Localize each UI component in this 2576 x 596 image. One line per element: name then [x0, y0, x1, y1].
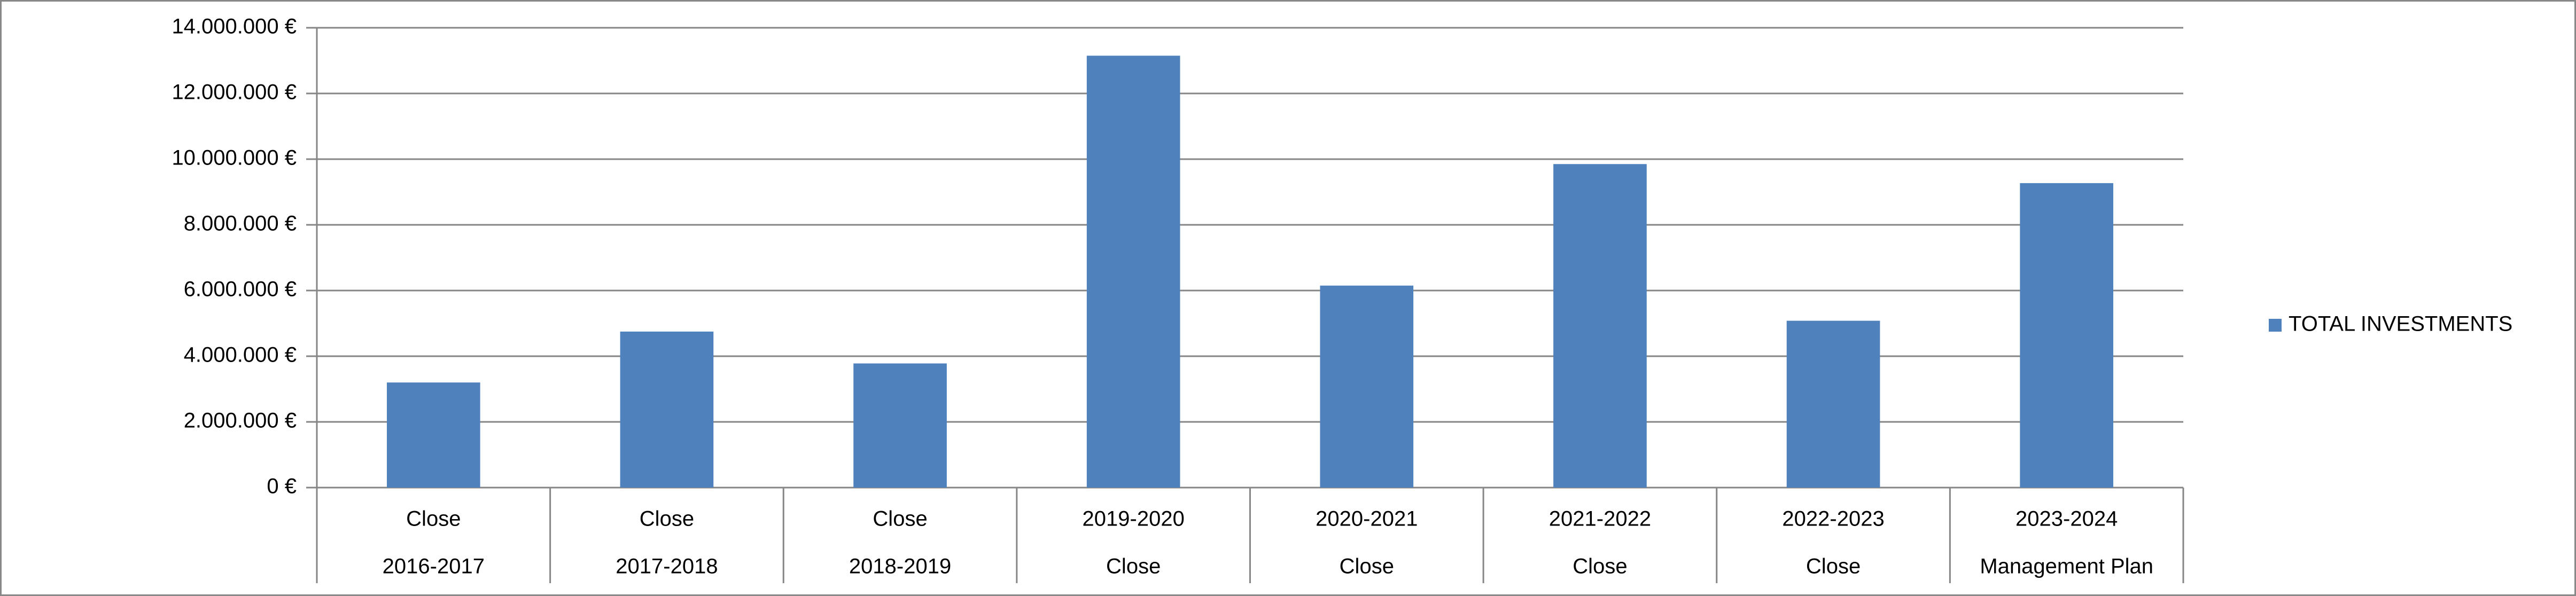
x-tick-label: 2017-2018	[616, 555, 718, 578]
x-tick-label: Close	[406, 507, 461, 531]
x-tick-label: 2023-2024	[2015, 507, 2118, 531]
y-tick-label: 8.000.000 €	[184, 212, 297, 236]
y-tick-label: 6.000.000 €	[184, 278, 297, 301]
y-tick-label: 10.000.000 €	[172, 146, 297, 170]
x-tick-label: Close	[1806, 555, 1861, 578]
y-tick-label: 4.000.000 €	[184, 343, 297, 367]
x-tick-label: Close	[640, 507, 694, 531]
y-tick-label: 12.000.000 €	[172, 81, 297, 104]
bar	[1086, 56, 1180, 488]
bar	[1320, 285, 1414, 488]
y-tick-label: 14.000.000 €	[172, 15, 297, 38]
x-tick-label: Close	[1340, 555, 1394, 578]
y-tick-label: 2.000.000 €	[184, 409, 297, 433]
bar	[853, 363, 947, 488]
x-tick-label: 2018-2019	[849, 555, 951, 578]
y-tick-label: 0 €	[267, 475, 297, 498]
bar	[386, 382, 480, 488]
x-tick-label: Close	[873, 507, 927, 531]
x-tick-label: Close	[1106, 555, 1161, 578]
x-tick-label: 2021-2022	[1549, 507, 1651, 531]
legend-swatch	[2269, 319, 2282, 332]
legend-label: TOTAL INVESTMENTS	[2289, 312, 2512, 336]
bar	[620, 331, 714, 488]
x-tick-label: 2019-2020	[1083, 507, 1185, 531]
x-tick-label: Close	[1573, 555, 1627, 578]
bar	[2020, 183, 2114, 488]
x-tick-label: Management Plan	[1980, 555, 2153, 578]
x-tick-label: 2020-2021	[1316, 507, 1418, 531]
bar	[1786, 320, 1880, 488]
bar	[1553, 164, 1647, 488]
x-tick-label: 2016-2017	[383, 555, 485, 578]
x-tick-label: 2022-2023	[1782, 507, 1884, 531]
